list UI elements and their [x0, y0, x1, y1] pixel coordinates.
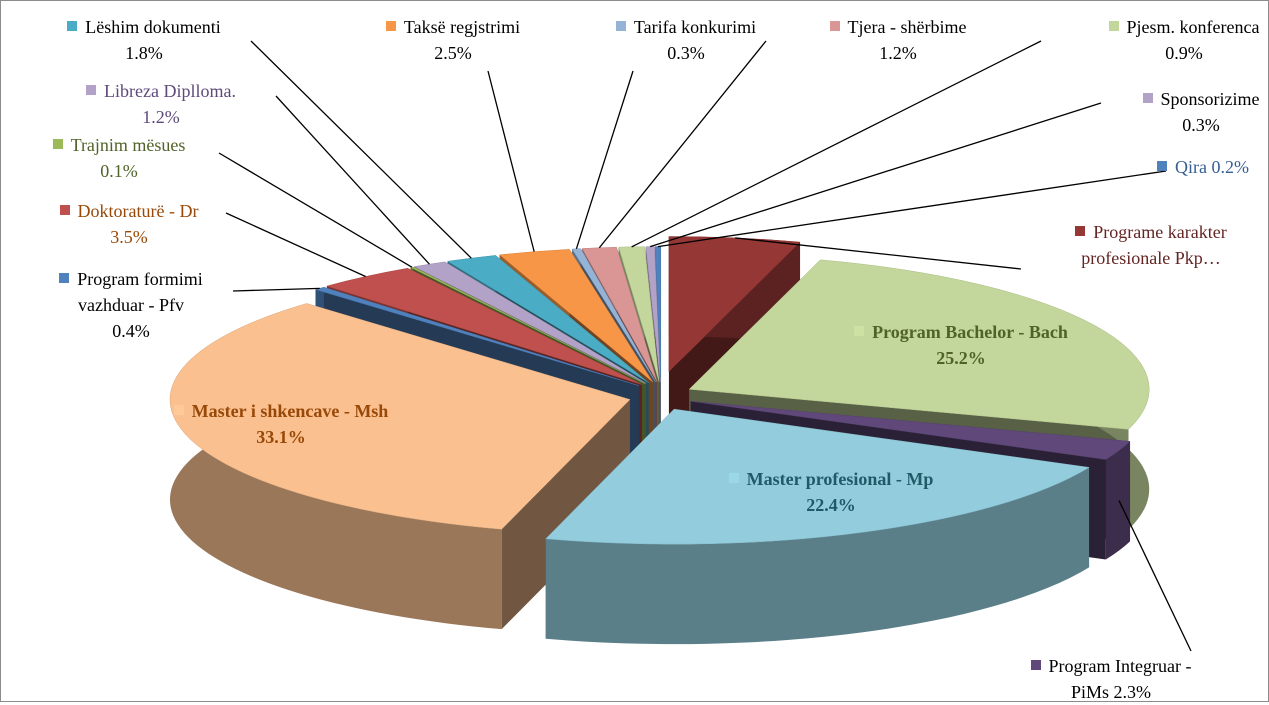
legend-marker: [728, 473, 739, 483]
category-label: Qira: [1175, 157, 1207, 177]
category-label: Pjesm. konferenca: [1126, 17, 1260, 37]
data-label: Qira 0.2%: [1123, 154, 1269, 180]
value-label: 1.2%: [879, 43, 917, 63]
leader-line: [250, 40, 472, 259]
slice: [409, 266, 645, 384]
data-label: Program formimi vazhduar - Pfv 0.4%: [51, 266, 211, 344]
data-label: Taksë regjstrimi 2.5%: [353, 14, 553, 66]
category-label: Master i shkencave - Msh: [191, 401, 389, 421]
leader-line: [1118, 500, 1192, 652]
legend-marker: [52, 139, 63, 149]
value-label: 0.3%: [1182, 115, 1220, 135]
category-label: Trajnim mësues: [70, 135, 186, 155]
slice-group: [545, 408, 1090, 645]
value-label: 0.2%: [1211, 157, 1249, 177]
legend-marker: [854, 326, 865, 336]
slice-wall: [1105, 441, 1131, 560]
slice: [690, 401, 1131, 460]
value-label: 0.1%: [100, 161, 138, 181]
value-label: 22.4%: [806, 495, 856, 515]
value-label: 1.2%: [142, 107, 180, 127]
legend-marker: [385, 21, 396, 31]
slice: [169, 303, 631, 530]
data-label: Program Integruar - PiMs 2.3%: [1011, 653, 1211, 705]
value-label: 3.5%: [110, 227, 148, 247]
value-label: 1.8%: [125, 43, 163, 63]
category-label: Program Integruar - PiMs: [1048, 656, 1192, 702]
slice: [688, 259, 1150, 430]
data-label: Master i shkencave - Msh 33.1%: [166, 398, 396, 450]
leader-line: [218, 152, 413, 268]
slice: [446, 255, 649, 383]
data-label: Programe karakter profesionale Pkp…: [1051, 219, 1251, 271]
leader-line: [275, 95, 430, 265]
data-label: Tjera - shërbime 1.2%: [798, 14, 998, 66]
slice-wall: [545, 467, 1090, 645]
legend-marker: [1075, 226, 1086, 236]
value-label: 25.2%: [936, 348, 986, 368]
leader-line: [575, 70, 634, 250]
legend-marker: [1142, 93, 1153, 103]
category-label: Tjera - shërbime: [847, 17, 967, 37]
data-label: Sponsorizime 0.3%: [1121, 86, 1269, 138]
slice: [645, 246, 661, 382]
value-label: 0.3%: [667, 43, 705, 63]
slice-group: [169, 303, 631, 630]
legend-marker: [173, 405, 184, 415]
data-label: Program Bachelor - Bach 25.2%: [846, 319, 1076, 371]
category-label: Doktoraturë - Dr: [77, 201, 199, 221]
slice: [545, 408, 1090, 545]
legend-marker: [1108, 21, 1119, 31]
leader-line: [631, 40, 1042, 248]
data-label: Doktoraturë - Dr 3.5%: [29, 198, 229, 250]
data-label: Trajnim mësues 0.1%: [19, 132, 219, 184]
category-label: Programe karakter profesionale Pkp…: [1081, 222, 1227, 268]
value-label: 2.3%: [1113, 682, 1152, 702]
data-label: Lëshim dokumenti 1.8%: [34, 14, 254, 66]
legend-marker: [1157, 161, 1167, 171]
category-label: Sponsorizime: [1160, 89, 1260, 109]
slice: [581, 246, 658, 382]
legend-marker: [615, 21, 626, 31]
legend-marker: [86, 85, 97, 95]
leader-line: [232, 287, 320, 292]
value-label: 0.4%: [112, 321, 150, 341]
category-label: Program formimi vazhduar - Pfv: [77, 269, 203, 315]
data-label: Pjesm. konferenca 0.9%: [1084, 14, 1269, 66]
leader-line: [487, 70, 535, 252]
leader-line: [649, 102, 1102, 248]
legend-marker: [59, 205, 70, 215]
data-label: Master profesional - Mp 22.4%: [711, 466, 951, 518]
slice: [326, 268, 642, 385]
value-label: 0.9%: [1165, 43, 1203, 63]
leader-line: [735, 237, 1022, 270]
value-label: 2.5%: [434, 43, 472, 63]
value-label: 33.1%: [256, 427, 306, 447]
category-label: Master profesional - Mp: [746, 469, 934, 489]
leader-line: [657, 170, 1167, 248]
legend-marker: [829, 21, 840, 31]
legend-marker: [1030, 660, 1041, 670]
category-label: Program Bachelor - Bach: [872, 322, 1068, 342]
data-label: Tarifa konkurimi 0.3%: [586, 14, 786, 66]
category-label: Lëshim dokumenti: [85, 17, 221, 37]
category-label: Tarifa konkurimi: [633, 17, 757, 37]
leader-line: [225, 212, 366, 278]
data-label: Libreza Diplloma. 1.2%: [51, 78, 271, 130]
category-label: Taksë regjstrimi: [403, 17, 521, 37]
category-label: Libreza Diplloma.: [104, 81, 236, 101]
legend-marker: [59, 273, 70, 283]
leader-line: [598, 40, 767, 249]
legend-marker: [67, 21, 78, 31]
slice: [499, 249, 653, 383]
